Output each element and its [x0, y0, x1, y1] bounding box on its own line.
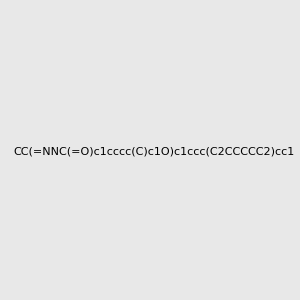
Text: CC(=NNC(=O)c1cccc(C)c1O)c1ccc(C2CCCCC2)cc1: CC(=NNC(=O)c1cccc(C)c1O)c1ccc(C2CCCCC2)c… [13, 146, 294, 157]
